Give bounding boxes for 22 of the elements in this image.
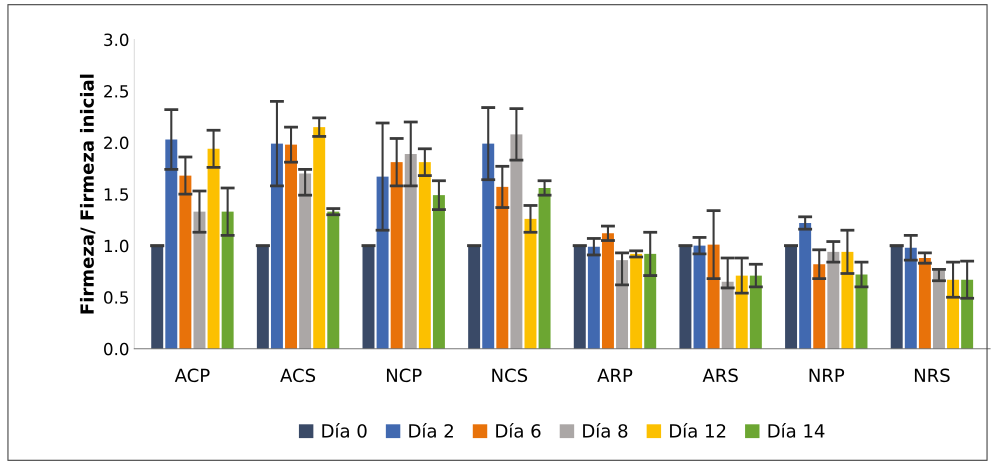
- x-tick-label: ARP: [597, 368, 632, 382]
- x-tick-label: ACP: [174, 368, 210, 382]
- x-tick-label: NRP: [810, 368, 844, 382]
- legend-label: Día 14: [768, 423, 824, 438]
- legend-label: Día 0: [322, 423, 367, 438]
- y-tick-label: 2.0: [104, 136, 128, 150]
- legend-label: Día 12: [670, 423, 726, 438]
- y-tick-label: 0.5: [104, 291, 128, 304]
- y-axis-title: Firmeza/ Firmeza inicial: [80, 74, 96, 314]
- x-tick-label: ARS: [702, 368, 738, 382]
- x-tick-label: ACS: [280, 368, 316, 382]
- y-tick-label: 1.5: [104, 188, 128, 201]
- y-tick-label: 2.5: [104, 85, 128, 98]
- legend-label: Día 6: [496, 423, 541, 438]
- legend-label: Día 8: [583, 423, 628, 438]
- legend-label: Día 2: [409, 423, 453, 438]
- y-tick-label: 1.0: [104, 240, 128, 252]
- x-tick-label: NCS: [492, 368, 528, 382]
- y-tick-label: 3.0: [104, 33, 128, 46]
- y-tick-label: 0.0: [104, 342, 128, 356]
- x-tick-label: NCP: [386, 368, 422, 382]
- x-tick-label: NRS: [914, 368, 950, 382]
